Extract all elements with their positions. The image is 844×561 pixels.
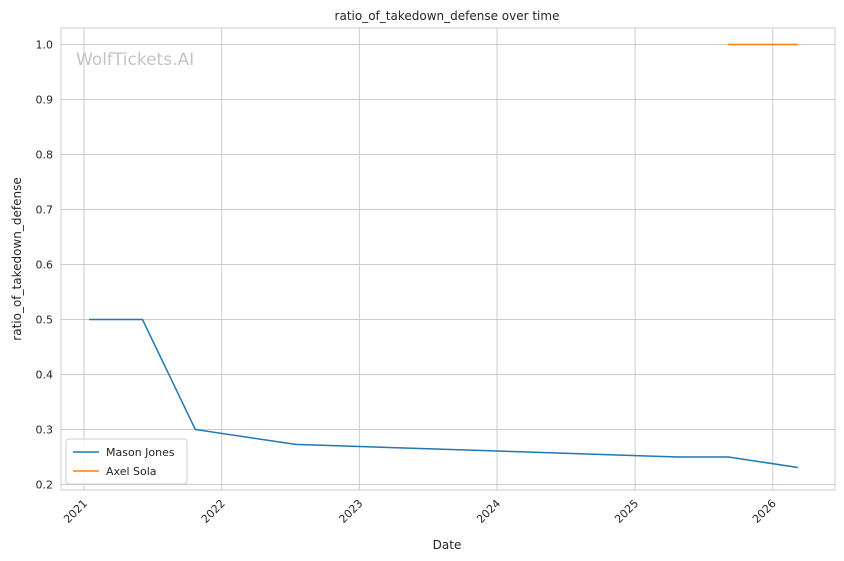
- data-point: [727, 456, 730, 458]
- x-tick-label: 2025: [612, 497, 641, 526]
- data-point: [88, 318, 91, 321]
- x-tick-label: 2021: [61, 497, 90, 526]
- y-tick-label: 1.0: [36, 39, 54, 52]
- y-tick-label: 0.6: [36, 259, 54, 272]
- data-point: [727, 43, 730, 46]
- y-tick-label: 0.2: [36, 479, 54, 492]
- y-tick-label: 0.8: [36, 149, 54, 162]
- series-axel-sola: [727, 43, 799, 46]
- legend-box: [65, 438, 188, 485]
- y-axis-label: ratio_of_takedown_defense: [10, 177, 24, 340]
- legend-label: Axel Sola: [106, 465, 157, 478]
- watermark: WolfTickets.AI: [76, 50, 194, 70]
- series-mason-jones: [88, 318, 799, 469]
- data-point: [796, 43, 799, 46]
- y-tick-label: 0.7: [36, 204, 54, 217]
- y-tick-label: 0.5: [36, 314, 54, 327]
- x-axis-label: Date: [433, 538, 462, 552]
- y-tick-label: 0.9: [36, 94, 54, 107]
- y-tick-label: 0.3: [36, 424, 54, 437]
- data-point: [677, 456, 680, 458]
- x-axis: 2021 2022 2023 2024 2025 2026: [61, 497, 779, 526]
- y-axis: 0.2 0.3 0.4 0.5 0.6 0.7 0.8 0.9 1.0: [36, 39, 54, 492]
- y-tick-label: 0.4: [36, 369, 54, 382]
- data-point: [294, 443, 297, 446]
- x-tick-label: 2022: [199, 497, 228, 526]
- series-layer: [88, 43, 799, 469]
- plot-frame: [60, 27, 836, 491]
- legend-label: Mason Jones: [106, 446, 175, 459]
- data-point: [796, 466, 799, 469]
- legend: Mason Jones Axel Sola: [65, 438, 188, 485]
- data-point: [194, 428, 197, 431]
- grid: [61, 28, 835, 490]
- chart-title: ratio_of_takedown_defense over time: [335, 9, 560, 23]
- x-tick-label: 2023: [336, 497, 365, 526]
- plot-area: [61, 28, 835, 490]
- data-point: [141, 318, 144, 321]
- x-tick-label: 2024: [474, 497, 503, 526]
- x-tick-label: 2026: [750, 497, 779, 526]
